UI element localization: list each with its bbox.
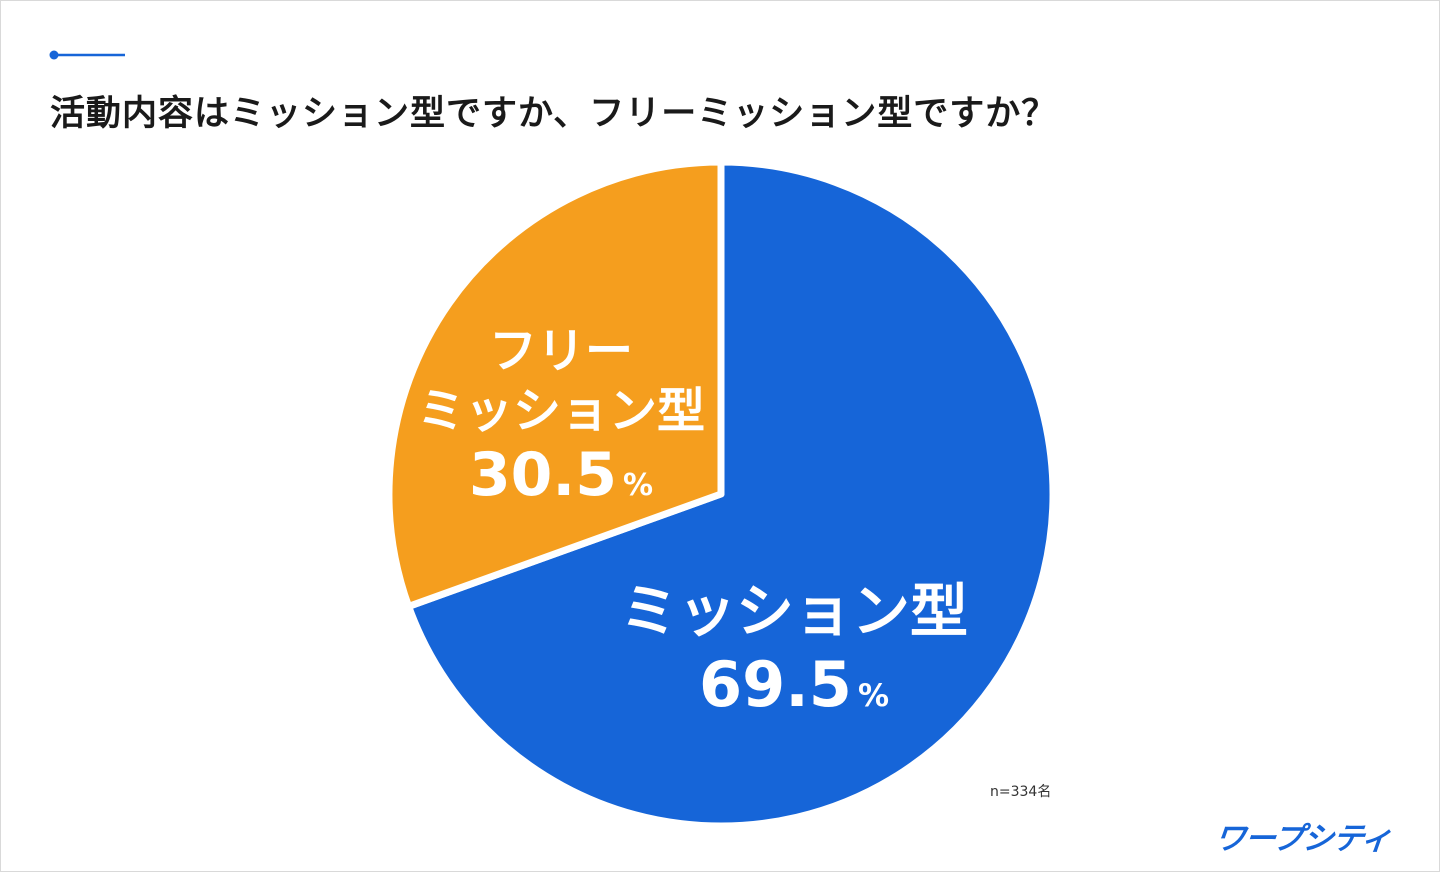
sample-size-note: n=334名 [990,784,1052,800]
slice-free-mission [385,158,725,610]
slice-free-mission-label: ミッション型 [417,383,705,439]
slice-mission-label: ミッション型 [620,577,968,645]
slice-mission-value: 69.5% [699,648,889,721]
title-accent-line [49,50,125,60]
brand-logo: ワープシティ [1212,821,1393,857]
slice-free-mission-value: 30.5% [469,440,653,510]
slice-mission [405,158,1057,830]
slice-free-mission-label: フリー [489,323,633,379]
chart-title: 活動内容はミッション型ですか、フリーミッション型ですか？ [50,94,1058,134]
